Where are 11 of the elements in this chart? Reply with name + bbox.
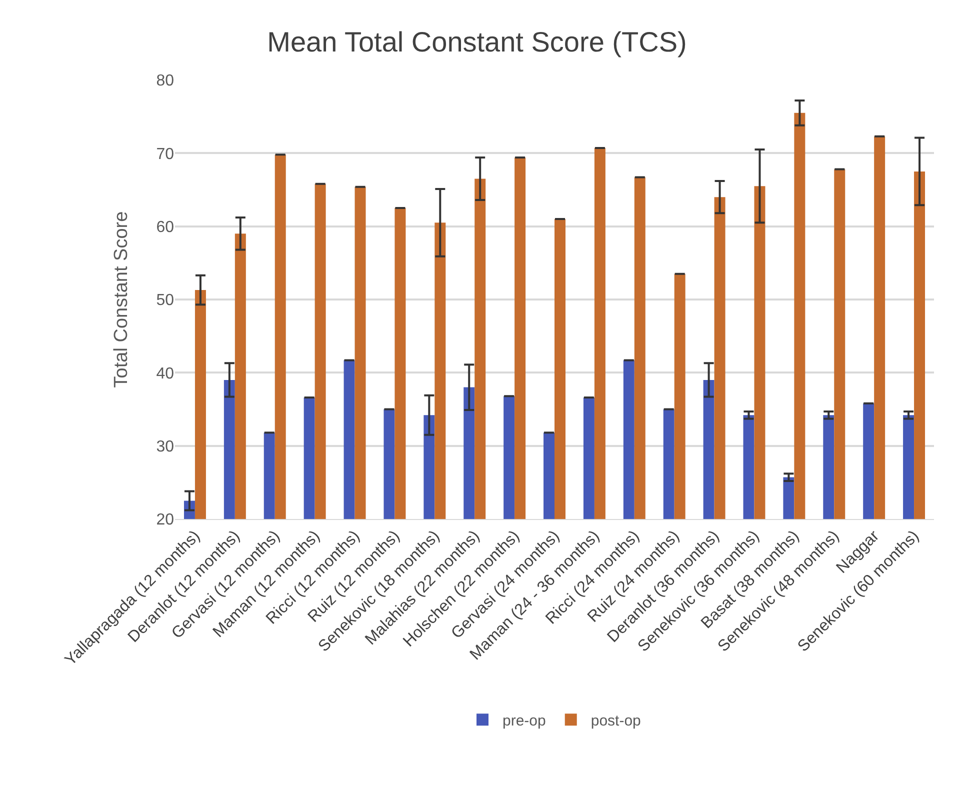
y-tick-label: 70	[156, 146, 174, 163]
y-tick-label: 40	[156, 365, 174, 382]
legend-label: post-op	[590, 712, 641, 730]
y-tick-label: 60	[156, 218, 174, 236]
y-axis-title: Total Constant Score	[111, 211, 132, 388]
y-tick-label: 30	[156, 438, 174, 456]
y-tick-label: 50	[156, 292, 174, 310]
y-tick-label: 20	[156, 512, 174, 529]
y-tick-label: 80	[156, 72, 174, 90]
legend-label: pre-op	[502, 712, 546, 730]
chart-title: Mean Total Constant Score (TCS)	[267, 26, 687, 58]
